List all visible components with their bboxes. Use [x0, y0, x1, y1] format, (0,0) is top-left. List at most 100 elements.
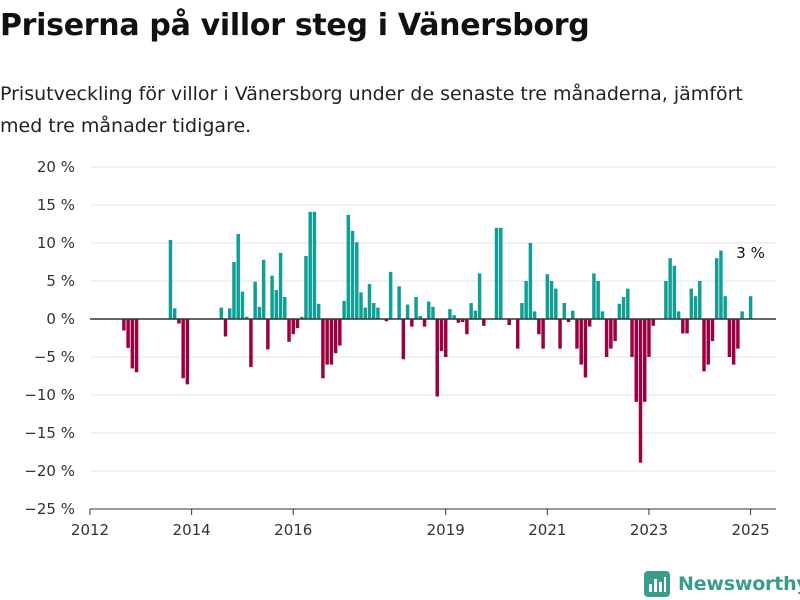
bar [566, 319, 571, 323]
bar [405, 304, 410, 319]
bar [736, 319, 740, 349]
bar [460, 319, 465, 323]
y-tick-label: 15 % [37, 196, 75, 214]
page-subtitle: Prisutveckling för villor i Vänersborg u… [0, 83, 743, 137]
bar [287, 319, 291, 342]
bar [731, 319, 736, 365]
bar [410, 319, 414, 327]
bar [456, 319, 461, 323]
bar [397, 286, 401, 319]
bar [253, 281, 257, 319]
bar [126, 319, 130, 348]
bar [304, 255, 308, 319]
bar [494, 227, 499, 319]
bar [473, 310, 478, 319]
x-tick-label: 2025 [731, 521, 769, 539]
x-tick-label: 2019 [427, 521, 465, 539]
bar [291, 319, 295, 335]
bar [244, 316, 249, 319]
bar [702, 319, 706, 372]
annotation-label: 3 % [736, 244, 765, 262]
bar [748, 296, 753, 319]
bar [727, 319, 732, 357]
annotation: 3 % [735, 243, 767, 264]
bar [266, 319, 270, 350]
y-tick-label: −10 % [24, 386, 75, 404]
bar [664, 281, 668, 319]
bar [134, 319, 139, 373]
y-tick-label: 20 % [37, 158, 75, 176]
bar [499, 227, 503, 319]
bar [482, 319, 486, 326]
bar [600, 311, 605, 319]
bar [427, 301, 431, 319]
bar [672, 265, 677, 319]
bar [422, 319, 427, 327]
bar [698, 281, 702, 319]
bar [325, 319, 329, 365]
x-tick-label: 2012 [71, 521, 109, 539]
brand-logo: Newsworthy [644, 568, 800, 600]
bar [638, 319, 643, 463]
bar [177, 319, 181, 324]
y-tick-label: 10 % [37, 234, 75, 252]
bar [257, 306, 262, 319]
bar [388, 271, 393, 319]
bar [122, 319, 126, 331]
bar [448, 309, 452, 319]
x-tick-label: 2014 [173, 521, 211, 539]
bar [596, 281, 600, 319]
bar [219, 307, 224, 319]
bar [617, 303, 622, 319]
y-axis-tick-labels: 20 % 15 % 10 % 5 % 0 % −5 % −10 % −15 % −20 % −25… [24, 158, 75, 518]
bar [414, 296, 418, 319]
bar [613, 319, 617, 342]
bar [609, 319, 613, 349]
bar [592, 273, 596, 319]
bar [452, 315, 456, 319]
bar [575, 319, 579, 349]
bar [439, 319, 444, 351]
bar [299, 316, 304, 319]
bar [261, 259, 266, 319]
bar [249, 319, 253, 367]
bar [604, 319, 609, 357]
brand-name: Newsworthy [678, 573, 800, 595]
bar [693, 296, 698, 319]
bar [228, 308, 232, 319]
bar [418, 315, 423, 319]
page-title: Priserna på villor steg i Vänersborg [0, 8, 590, 43]
bar [723, 296, 727, 319]
bar [172, 308, 177, 319]
bar [185, 319, 190, 385]
bar [350, 230, 355, 319]
bar [270, 275, 274, 319]
y-tick-label: −20 % [24, 462, 75, 480]
x-axis-ticks: 2012 2014 2016 2019 2021 2023 2025 [71, 509, 770, 539]
bar [685, 319, 689, 334]
bar [346, 214, 351, 319]
newsworthy-bar-chart-icon [644, 571, 670, 597]
bar [130, 319, 135, 369]
bar [278, 252, 283, 319]
bar [541, 319, 545, 349]
bar [507, 319, 511, 326]
bar [376, 307, 380, 319]
bar [333, 319, 338, 354]
bar [583, 319, 588, 378]
bar [295, 319, 300, 329]
bar [630, 319, 634, 357]
bar [312, 211, 317, 319]
y-tick-label: 0 % [46, 310, 75, 328]
bar [634, 319, 638, 402]
bar [689, 288, 694, 319]
bars [122, 211, 753, 463]
bar [477, 273, 482, 319]
bar [371, 303, 376, 319]
bar [554, 288, 558, 319]
bar [283, 296, 287, 319]
x-tick-label: 2016 [274, 521, 312, 539]
bar [571, 310, 575, 319]
bar [181, 319, 185, 379]
bar [545, 274, 550, 319]
